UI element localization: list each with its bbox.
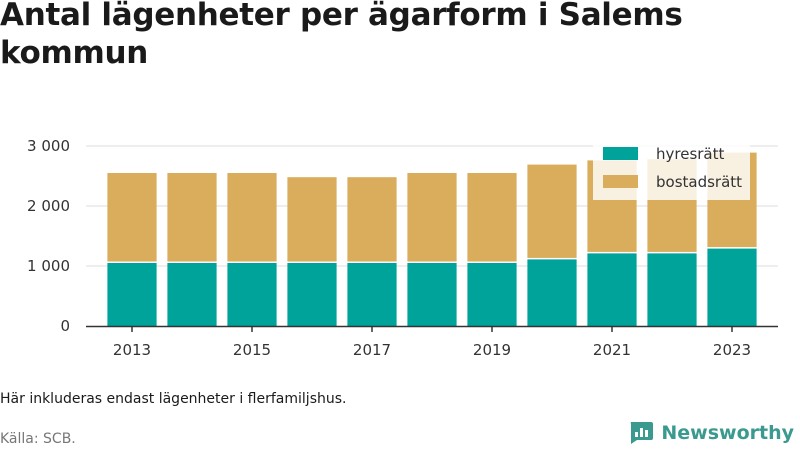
bar-bostadsratt (107, 173, 157, 262)
y-tick-label: 3 000 (27, 137, 70, 155)
legend-swatch (603, 147, 638, 160)
stacked-bar-chart: 0 1 000 2 000 3 000 2013 2015 2017 2019 2021 202… (27, 135, 778, 359)
bar-hyresratt (287, 263, 337, 326)
bar-hyresratt (407, 263, 457, 326)
legend-background (593, 135, 750, 200)
bar-bostadsratt (347, 177, 397, 262)
bar-hyresratt (167, 263, 217, 326)
bar-bostadsratt (167, 173, 217, 262)
chart-bubble-icon (631, 422, 654, 444)
x-axis: 2013 2015 2017 2019 2021 2023 (86, 325, 778, 359)
bar-bostadsratt (527, 164, 577, 258)
legend: hyresrätt bostadsrätt (593, 135, 750, 200)
footnote: Här inkluderas endast lägenheter i flerf… (0, 391, 347, 407)
chart-title: Antal lägenheter per ägarform i Salems k… (0, 0, 683, 71)
bar-bostadsratt (287, 177, 337, 262)
bar-hyresratt (527, 259, 577, 326)
brand-name: Newsworthy (661, 422, 794, 444)
legend-label: bostadsrätt (656, 173, 742, 191)
source-note: Källa: SCB. (0, 431, 76, 447)
x-tick-label: 2023 (713, 341, 751, 359)
bar-bostadsratt (227, 173, 277, 262)
bar-hyresratt (467, 263, 517, 326)
y-axis: 0 1 000 2 000 3 000 (27, 137, 70, 335)
y-tick-label: 1 000 (27, 257, 70, 275)
y-tick-label: 0 (60, 317, 70, 335)
x-tick-label: 2017 (353, 341, 391, 359)
bar-hyresratt (647, 253, 697, 326)
x-tick-label: 2015 (233, 341, 271, 359)
legend-label: hyresrätt (656, 145, 725, 163)
x-tick-label: 2013 (113, 341, 151, 359)
y-tick-label: 2 000 (27, 197, 70, 215)
legend-swatch (603, 175, 638, 188)
bar-bostadsratt (407, 173, 457, 262)
x-tick-label: 2021 (593, 341, 631, 359)
bar-hyresratt (227, 263, 277, 326)
bar-hyresratt (707, 248, 757, 326)
bar-bostadsratt (467, 173, 517, 262)
bar-hyresratt (587, 253, 637, 326)
x-tick-label: 2019 (473, 341, 511, 359)
brand-logo[interactable]: Newsworthy (628, 421, 794, 445)
bar-hyresratt (107, 263, 157, 326)
bar-hyresratt (347, 263, 397, 326)
